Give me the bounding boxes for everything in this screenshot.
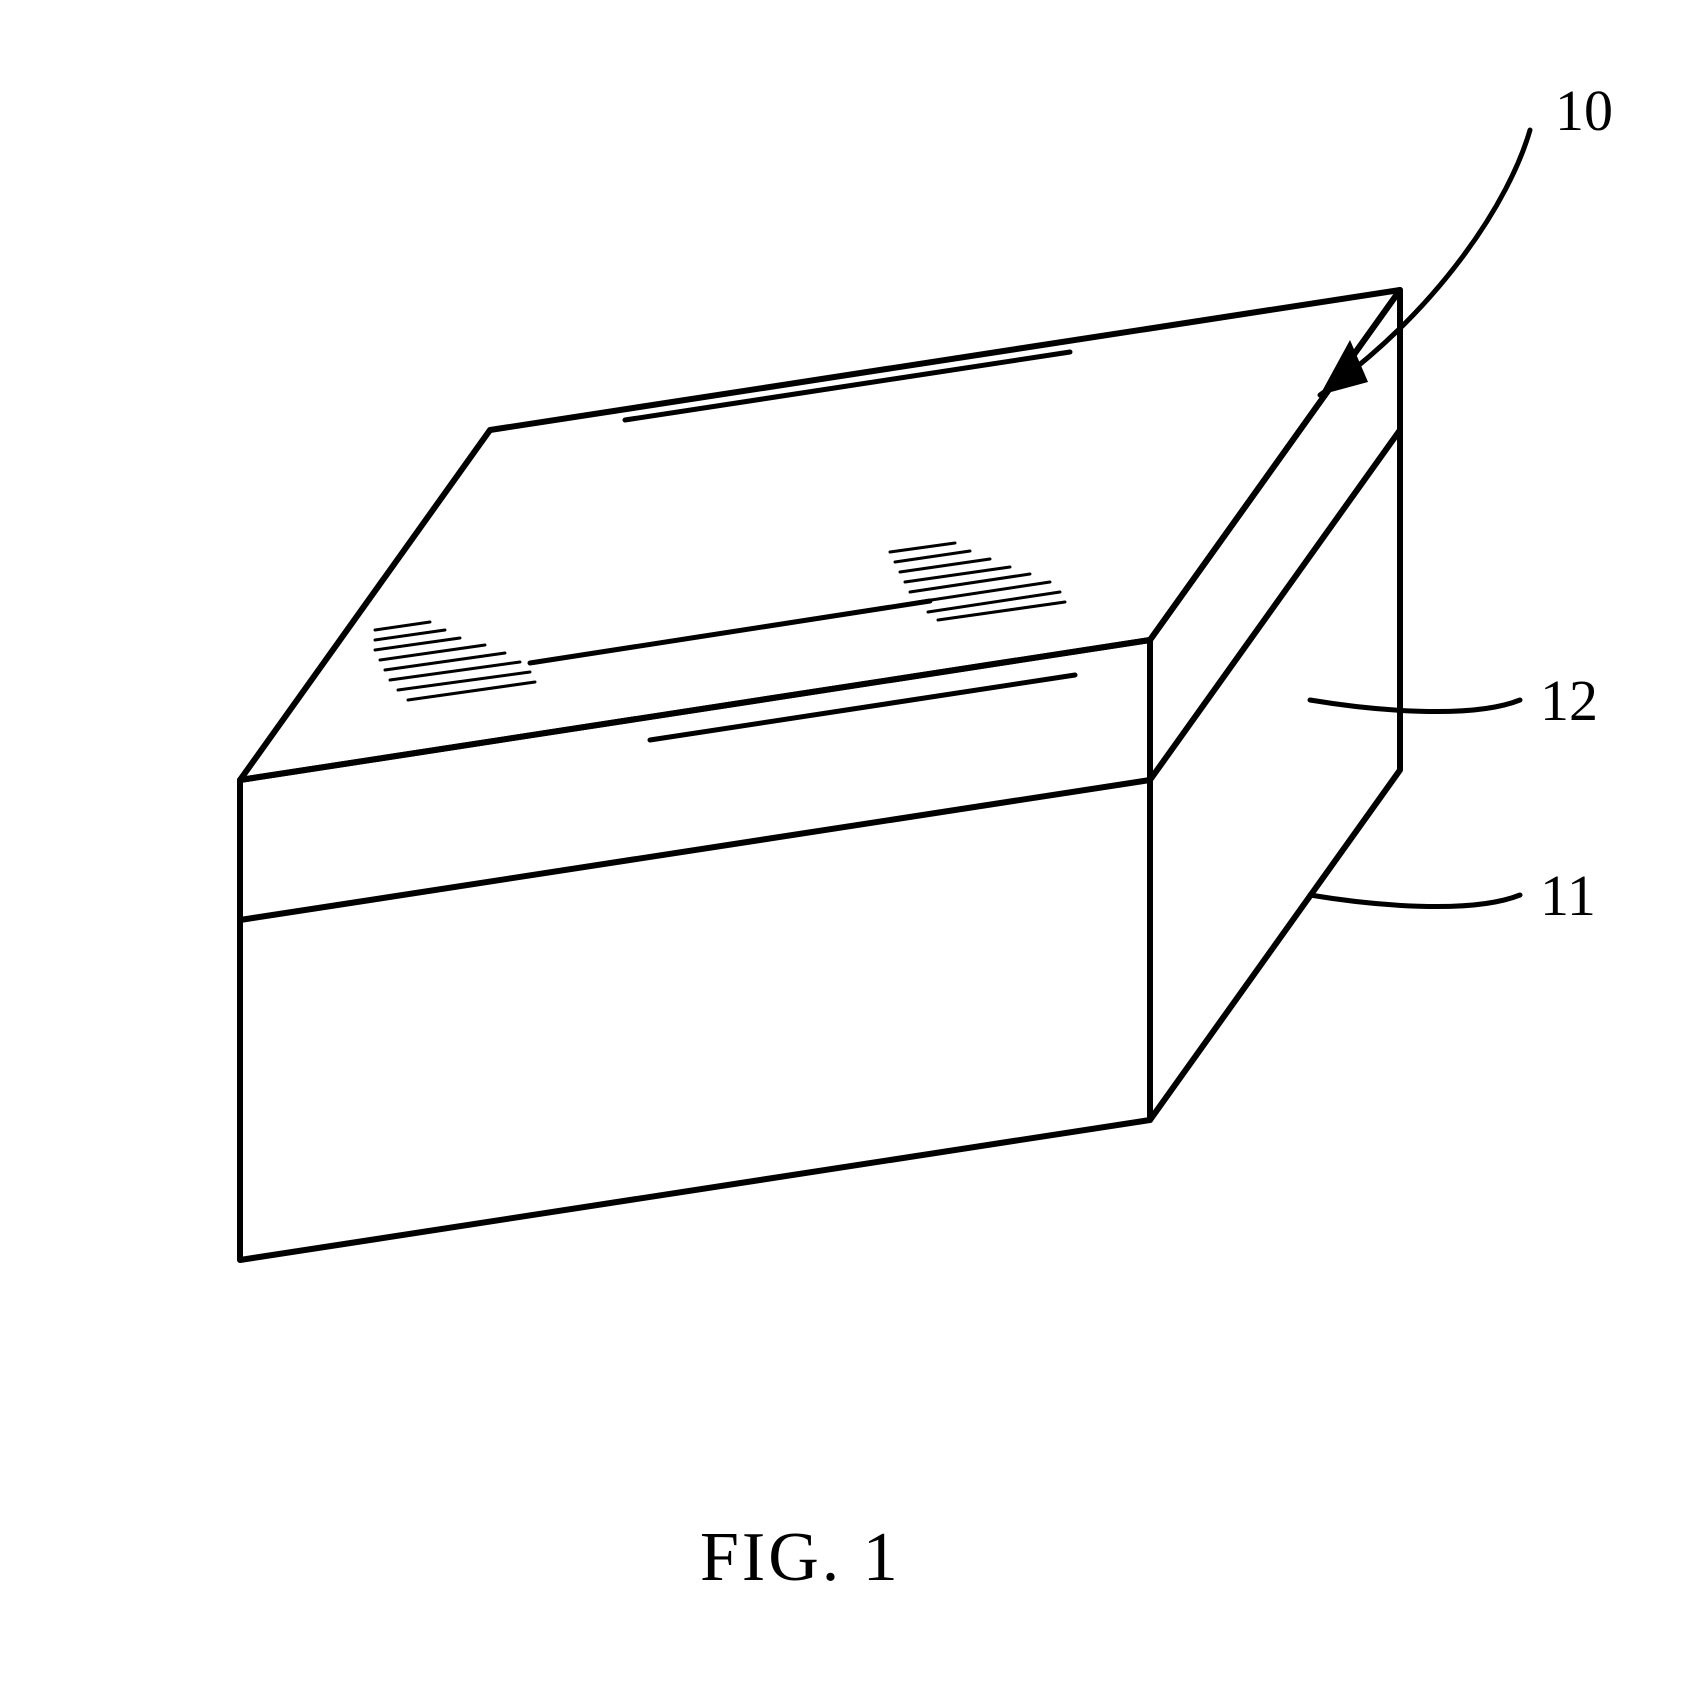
label-lower: 11 <box>1540 863 1596 928</box>
figure-caption: FIG. 1 <box>700 1519 901 1596</box>
leader-assembly-10 <box>1320 130 1530 395</box>
layered-block <box>240 290 1400 1260</box>
figure-container: 10 12 11 FIG. 1 <box>0 0 1703 1693</box>
label-upper: 12 <box>1540 668 1598 733</box>
top-surface-hatching <box>375 352 1075 740</box>
label-assembly: 10 <box>1555 78 1613 143</box>
leader-lower-11 <box>1310 895 1520 907</box>
diagram-svg: 10 12 11 FIG. 1 <box>0 0 1703 1693</box>
leader-upper-12 <box>1310 700 1520 712</box>
